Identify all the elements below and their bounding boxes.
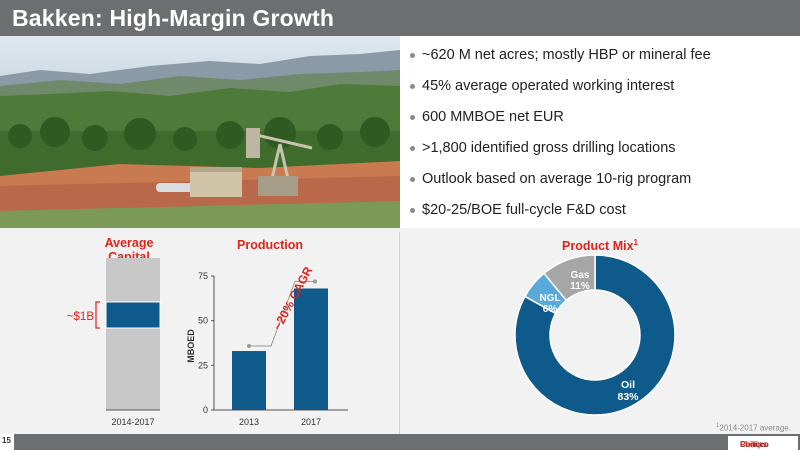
- production-y-label: MBOED: [186, 329, 196, 363]
- bullet-item: 600 MMBOE net EUR: [408, 102, 798, 133]
- capital-highlight-bar: [105, 301, 161, 329]
- production-x-label: 2013: [239, 417, 259, 427]
- gas-slice-label: Gas: [571, 270, 590, 281]
- production-bar: [294, 288, 328, 410]
- slide-title: Bakken: High-Margin Growth: [12, 5, 335, 31]
- product-mix-title: Product Mix1: [562, 238, 638, 254]
- company-logo: Conoco Phillips: [728, 436, 798, 450]
- page-number-box: 15: [0, 434, 14, 450]
- bullet-dot-icon: [410, 53, 415, 58]
- bullet-dot-icon: [410, 146, 415, 151]
- production-trend-point: [313, 279, 317, 284]
- oil-slice-value: 83%: [617, 391, 639, 403]
- capital-bar: [106, 258, 160, 410]
- bullet-dot-icon: [410, 177, 415, 182]
- production-trend-point: [247, 344, 251, 349]
- bullet-item: Outlook based on average 10-rig program: [408, 164, 798, 195]
- bullet-dot-icon: [410, 84, 415, 89]
- bullet-item: $20-25/BOE full-cycle F&D cost: [408, 195, 798, 226]
- product-mix-chart: Oil 83% NGL 6% Gas 11%: [514, 254, 676, 416]
- oilfield-photo: [0, 36, 400, 228]
- bullet-item: >1,800 identified gross drilling locatio…: [408, 133, 798, 164]
- capital-annotation: ~$1B: [67, 311, 95, 323]
- ngl-slice-label: NGL: [539, 293, 560, 304]
- production-x-label: 2017: [301, 417, 321, 427]
- bullet-dot-icon: [410, 208, 415, 213]
- ngl-slice-value: 6%: [543, 304, 558, 315]
- bullet-item: 45% average operated working interest: [408, 71, 798, 102]
- production-trend-line: [249, 281, 315, 347]
- oil-slice-label: Oil: [621, 379, 635, 391]
- footer-bar: [0, 434, 800, 450]
- title-bar: Bakken: High-Margin Growth: [0, 0, 800, 36]
- capital-x-label: 2014-2017: [111, 417, 154, 427]
- production-y-tick-label: 25: [198, 360, 208, 370]
- donut-slice-oil: [514, 254, 676, 416]
- production-y-tick-label: 0: [203, 405, 208, 415]
- production-chart-title: Production: [237, 238, 303, 252]
- pumpjack-landscape-image: [0, 36, 400, 228]
- gas-slice-value: 11%: [570, 281, 590, 292]
- capital-bracket: [95, 301, 100, 329]
- donut-slice-gas: [542, 254, 596, 302]
- production-bar: [232, 351, 266, 410]
- production-y-tick-label: 50: [198, 316, 208, 326]
- bullet-list: ~620 M net acres; mostly HBP or mineral …: [408, 40, 798, 226]
- footnote: 12014-2017 average.: [716, 423, 791, 433]
- panel-divider: [399, 232, 400, 434]
- page-number: 15: [2, 436, 11, 445]
- production-y-tick-label: 75: [198, 271, 208, 281]
- bullet-dot-icon: [410, 115, 415, 120]
- capital-chart: ~$1B 2014-2017: [67, 258, 161, 427]
- bullet-item: ~620 M net acres; mostly HBP or mineral …: [408, 40, 798, 71]
